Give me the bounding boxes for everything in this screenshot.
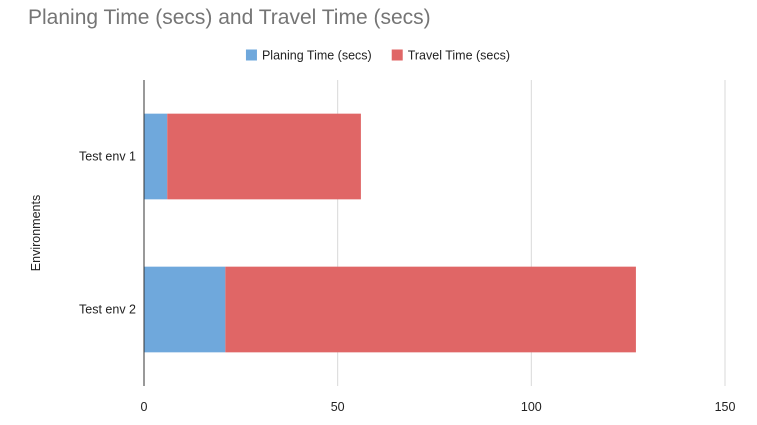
x-tick-label-0: 0 (141, 400, 148, 414)
x-tick-label-2: 100 (521, 400, 542, 414)
legend-label-2: Travel Time (secs) (408, 49, 510, 63)
x-tick-label-1: 50 (331, 400, 345, 414)
legend-swatch-1 (245, 49, 257, 61)
y-tick-labels: Test env 1 Test env 2 (79, 150, 136, 317)
bar-1-series-1 (144, 113, 168, 200)
chart-title: Planing Time (secs) and Travel Time (sec… (28, 6, 431, 29)
bar-2-series-2 (225, 266, 636, 353)
y-tick-label-2: Test env 2 (79, 303, 136, 317)
y-axis-title: Environments (29, 195, 43, 271)
y-tick-label-1: Test env 1 (79, 150, 136, 164)
x-tick-labels: 0 50 100 150 (141, 400, 736, 414)
legend-label-1: Planing Time (secs) (262, 49, 372, 63)
x-tick-label-3: 150 (715, 400, 736, 414)
bar-2-series-1 (144, 266, 226, 353)
bars (144, 113, 636, 353)
bar-1-series-2 (167, 113, 361, 200)
legend-swatch-2 (391, 49, 403, 61)
legend: Planing Time (secs) Travel Time (secs) (245, 49, 510, 63)
